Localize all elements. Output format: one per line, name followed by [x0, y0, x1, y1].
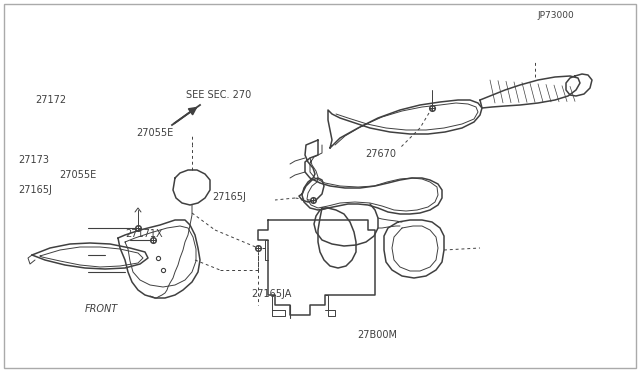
Text: 27171X: 27171X — [125, 230, 163, 239]
Text: 27055E: 27055E — [136, 128, 173, 138]
Text: JP73000: JP73000 — [538, 11, 574, 20]
Text: 27165J: 27165J — [212, 192, 246, 202]
Text: 27172: 27172 — [35, 96, 67, 105]
Text: 27055E: 27055E — [60, 170, 97, 180]
Text: 27B00M: 27B00M — [357, 330, 397, 340]
Text: FRONT: FRONT — [84, 304, 118, 314]
Text: 27670: 27670 — [365, 150, 396, 159]
Text: 27173: 27173 — [18, 155, 49, 165]
Text: 27165J: 27165J — [18, 185, 52, 195]
Text: SEE SEC. 270: SEE SEC. 270 — [186, 90, 251, 100]
Text: 27165JA: 27165JA — [252, 289, 292, 299]
